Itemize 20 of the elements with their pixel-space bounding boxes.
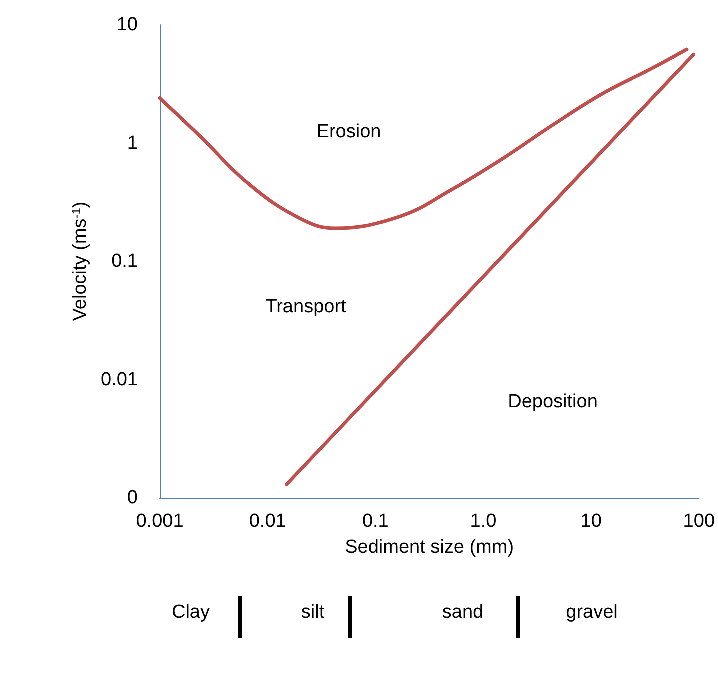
x-tick-label: 0.01 (249, 511, 286, 532)
x-tick-label: 100 (683, 511, 715, 532)
y-tick-label: 0.01 (101, 369, 138, 390)
x-tick-label: 0.001 (136, 511, 184, 532)
annotation: Deposition (508, 392, 598, 412)
x-axis-title: Sediment size (mm) (345, 537, 514, 558)
y-tick-label: 0 (127, 488, 138, 508)
text: gravel (566, 602, 618, 624)
text: Clay (172, 602, 210, 624)
annotation: Erosion (316, 122, 382, 142)
y-tick-label: 10 (116, 14, 138, 36)
text: silt (301, 602, 325, 624)
y-tick-label: 1 (127, 132, 138, 154)
text: sand (442, 602, 484, 624)
y-tick-label: 0.1 (112, 251, 138, 272)
x-tick-label: 10 (580, 511, 602, 532)
annotation: Transport (266, 296, 348, 318)
x-tick-label: 1.0 (470, 511, 497, 532)
y-axis-title: Velocity (ms-1) (70, 202, 92, 322)
x-tick-label: 0.1 (362, 511, 389, 532)
